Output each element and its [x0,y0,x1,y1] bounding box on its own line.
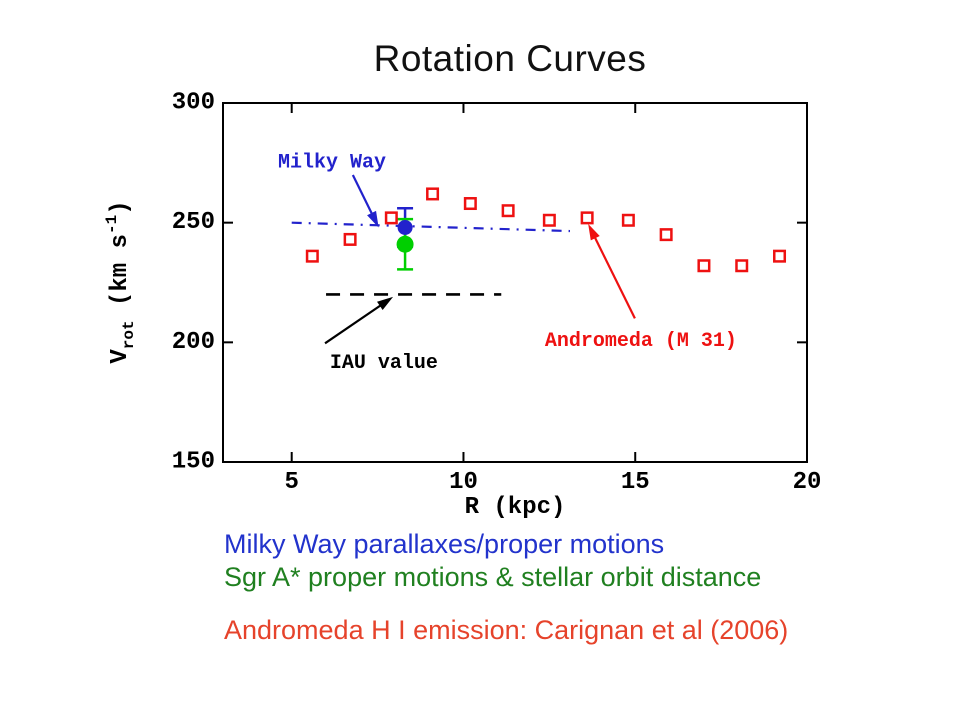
andromeda-m-31-point [735,259,749,273]
andromeda-m-31-point [542,213,556,227]
milky-way-fit-line [291,221,570,233]
x-tick-label: 10 [449,469,478,496]
chart-title: Rotation Curves [373,38,647,79]
caption-milky-way: Milky Way parallaxes/proper motions [224,529,665,559]
andromeda-m-31-point [501,204,515,218]
x-tick-label: 20 [793,469,822,496]
andromeda-m-31-point [384,211,398,225]
andromeda-m-31-point [621,213,635,227]
caption-andromeda: Andromeda H I emission: Carignan et al (… [224,615,789,645]
andromeda-m-31-point [659,228,673,242]
andromeda-m-31-point [343,232,357,246]
andromeda-m-31-point [697,259,711,273]
x-axis-title: R (kpc) [465,494,566,521]
sgr-a-point [396,235,414,253]
y-tick-label: 300 [172,90,215,117]
y-tick-label: 200 [172,329,215,356]
andromeda-arrow [590,230,636,319]
andromeda-arrow-head [588,223,600,241]
y-tick-label: 150 [172,449,215,476]
iau-value-arrow [324,300,388,345]
andromeda-m-31-point [773,249,787,263]
plot-frame [222,102,808,463]
andromeda-m-31-point [305,249,319,263]
andromeda-m-31-point [426,187,440,201]
andromeda-m-31-point [463,197,477,211]
iau-value-arrow-head [377,296,394,311]
y-tick-label: 250 [172,209,215,236]
iau-value-annotation: IAU value [330,352,438,375]
andromeda-m-31-point [580,211,594,225]
y-axis-title: Vrot (km s-1) [103,200,138,363]
milky-way-arrow [351,174,377,221]
milky-way-arrow-head [367,210,379,228]
x-tick-label: 15 [621,469,650,496]
milky-way-annotation: Milky Way [278,152,386,175]
andromeda-annotation: Andromeda (M 31) [545,330,737,353]
x-tick-label: 5 [285,469,299,496]
milky-way-point [397,219,413,235]
caption-sgr-a-star: Sgr A* proper motions & stellar orbit di… [224,562,762,592]
